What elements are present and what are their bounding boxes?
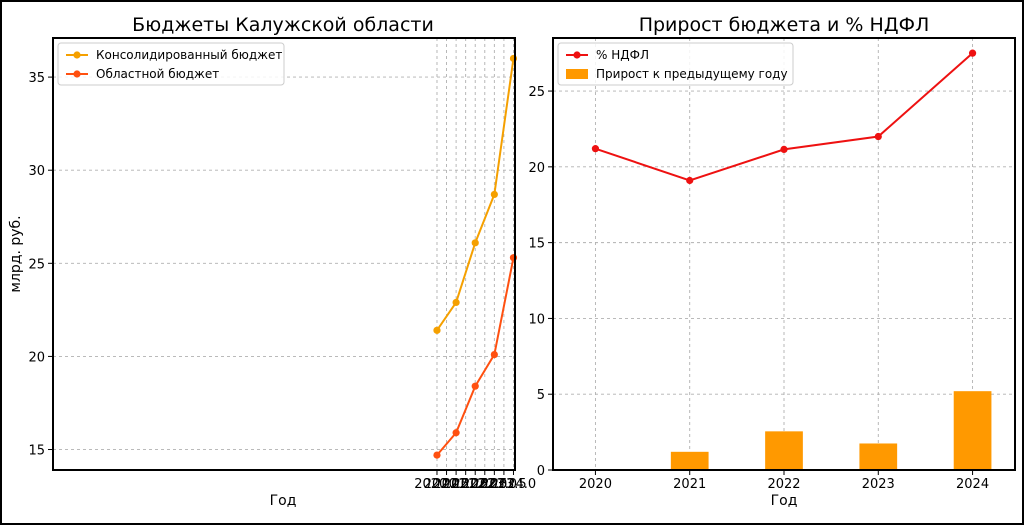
x-tick-label: 2020.0 (414, 477, 460, 492)
data-point (780, 145, 788, 154)
x-tick-label: 2020.5 (424, 477, 470, 492)
y-tick-label: 5 (537, 388, 545, 403)
y-tick-label: 0 (537, 464, 545, 479)
budget-line-chart: Бюджеты Калужской области 2020.02020.520… (8, 14, 536, 509)
data-point (433, 326, 441, 334)
x-tick-label: 2022 (767, 477, 800, 492)
data-point (968, 49, 977, 57)
x-axis-label: Год (270, 493, 297, 509)
x-tick-label: 2021.5 (443, 477, 489, 492)
y-tick-label: 20 (528, 161, 545, 176)
data-point (874, 132, 882, 141)
legend-marker (73, 51, 81, 59)
series-group (591, 49, 992, 470)
legend-label: Областной бюджет (96, 67, 219, 81)
x-tick-label: 2024.0 (491, 477, 537, 492)
data-point (591, 145, 600, 153)
data-point (452, 298, 460, 307)
legend-box (557, 42, 794, 86)
x-tick-label: 2022.5 (462, 477, 508, 492)
x-tick-label: 2023.5 (481, 477, 527, 492)
x-tick-label: 2021 (673, 477, 706, 492)
legend: Консолидированный бюджет Областной бюджет (57, 42, 285, 86)
data-point (471, 382, 479, 390)
bar (953, 391, 992, 470)
grid (53, 38, 515, 470)
y-tick-label: 30 (28, 164, 45, 179)
data-point (686, 176, 694, 185)
y-tick-label: 15 (28, 444, 45, 459)
plot-area (52, 37, 516, 471)
legend-label: Консолидированный бюджет (96, 48, 282, 62)
y-tick-label: 35 (28, 71, 45, 86)
legend-label: Прирост к предыдущему году (596, 67, 788, 81)
chart-title: Бюджеты Калужской области (132, 14, 434, 36)
y-axis-label: млрд. руб. (8, 215, 24, 292)
y-tick-label: 20 (28, 350, 45, 365)
legend-marker (573, 51, 581, 59)
legend-label: % НДФЛ (596, 48, 649, 62)
y-tick-label: 25 (528, 85, 545, 100)
x-tick-label: 2023 (862, 477, 895, 492)
bar (670, 451, 709, 470)
x-tick-label: 2024 (956, 477, 989, 492)
y-tick-label: 15 (528, 237, 545, 252)
growth-ndfl-chart: Прирост бюджета и % НДФЛ 2020 2021 2022 202… (528, 14, 1016, 509)
legend-marker (73, 70, 81, 78)
x-tick-label: 2023.0 (472, 477, 518, 492)
data-point (452, 429, 460, 437)
data-point (490, 190, 498, 199)
data-point (433, 451, 441, 459)
axis-ticks: 2020 2021 2022 2023 2024 0 5 10 15 20 25 (528, 85, 989, 492)
series-group (433, 54, 518, 459)
y-tick-label: 25 (28, 257, 45, 272)
bar (859, 443, 898, 470)
x-axis-label: Год (771, 493, 798, 509)
bar (765, 431, 803, 470)
legend-swatch (566, 69, 588, 79)
axis-ticks: 2020.02020.52021.02021.52022.02022.52023… (28, 71, 536, 492)
y-tick-label: 10 (528, 312, 545, 327)
chart-title: Прирост бюджета и % НДФЛ (639, 14, 930, 36)
data-point (471, 239, 479, 247)
x-tick-label: 2020 (579, 477, 612, 492)
legend: % НДФЛ Прирост к предыдущему году (557, 42, 794, 86)
legend-box (57, 42, 285, 86)
x-tick-label: 2022.0 (452, 477, 498, 492)
data-point (490, 350, 498, 359)
x-tick-label: 2021.0 (433, 477, 479, 492)
